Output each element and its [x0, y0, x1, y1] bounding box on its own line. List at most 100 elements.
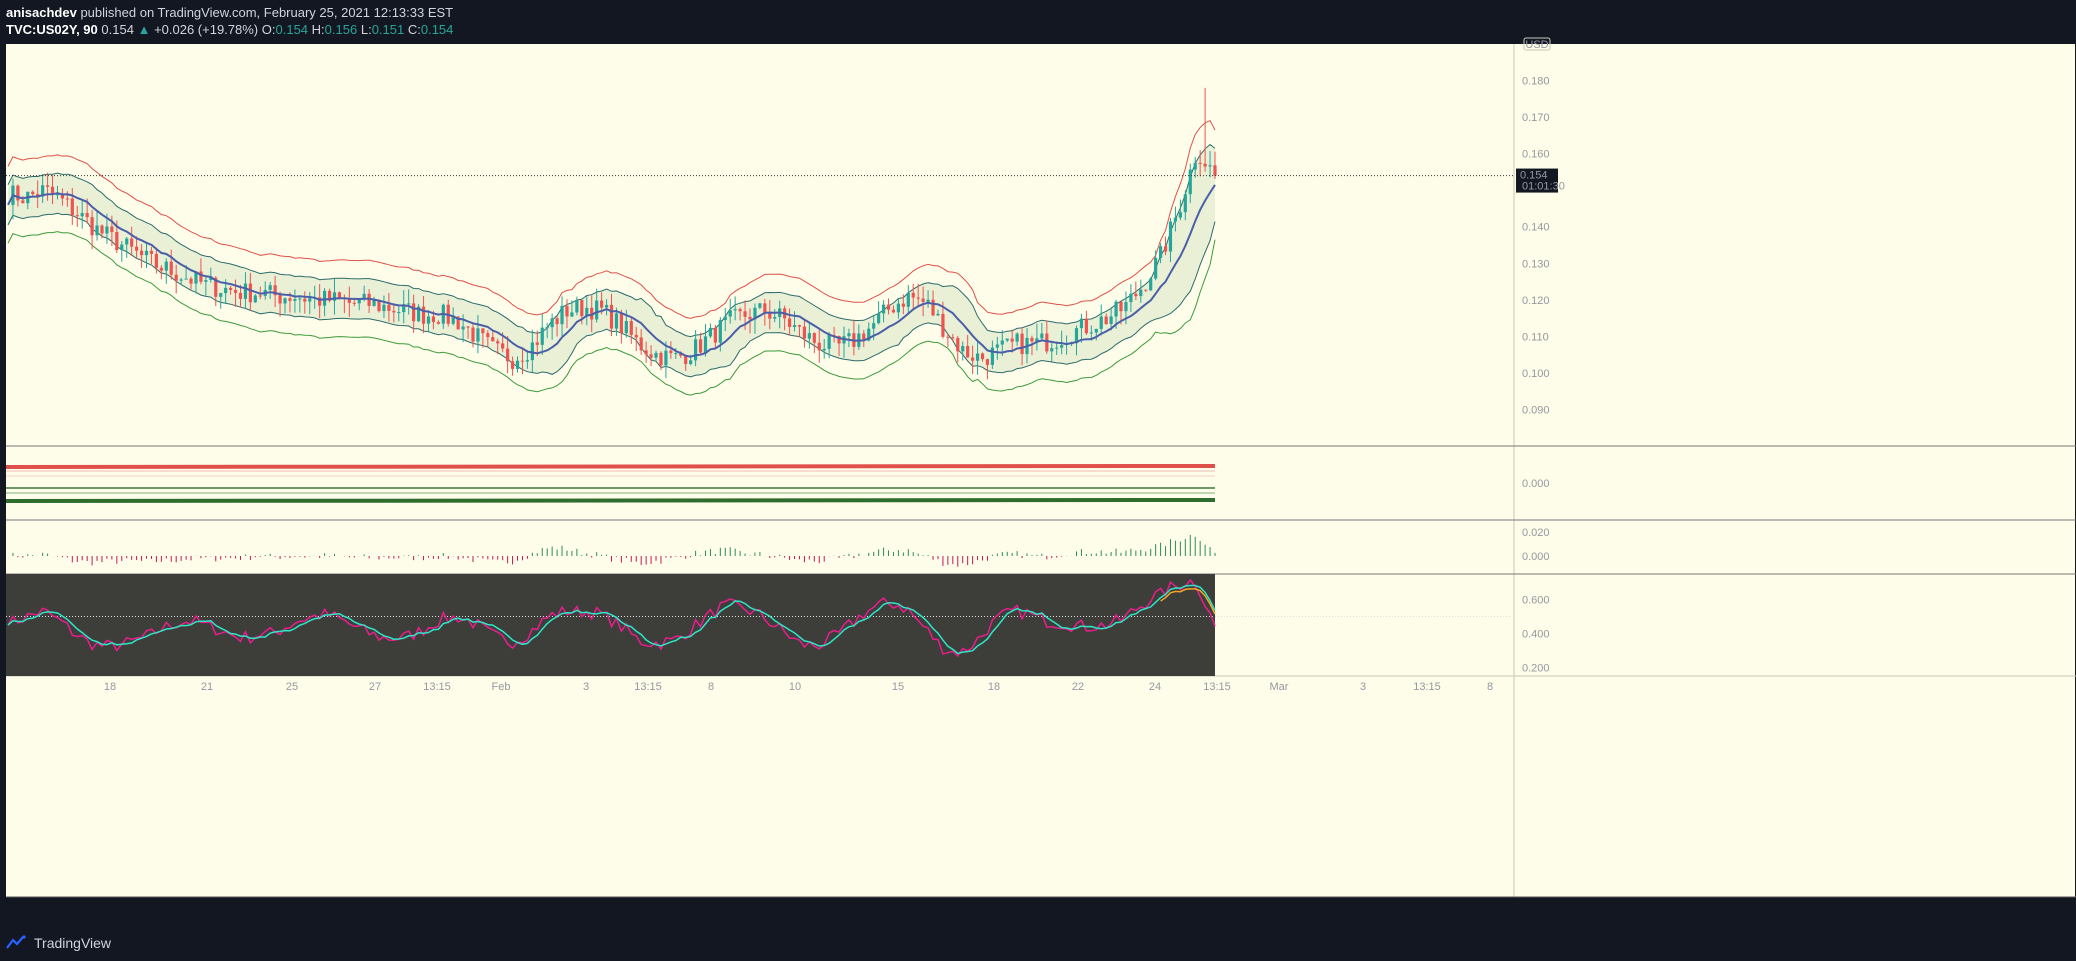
candle-body	[451, 316, 455, 324]
candle-body	[1050, 348, 1054, 352]
candle-body	[995, 344, 999, 348]
candle-body	[837, 335, 841, 344]
candle-body	[946, 336, 950, 338]
candle-body	[624, 321, 628, 334]
candle-body	[95, 225, 99, 236]
candle-body	[387, 304, 391, 311]
candle-body	[877, 313, 881, 324]
symbol-label[interactable]: TVC:US02Y, 90	[6, 22, 98, 37]
oscillator-signal-line	[1160, 588, 1216, 615]
candle-body	[1173, 217, 1178, 222]
candle-body	[520, 360, 525, 362]
candle-body	[248, 283, 252, 303]
candle-body	[753, 307, 757, 320]
candle-body	[896, 303, 901, 313]
candle-body	[382, 304, 386, 312]
basis-line	[7, 184, 1216, 358]
candle-body	[174, 274, 178, 281]
tradingview-logo-icon[interactable]	[6, 935, 28, 951]
candle-body	[357, 299, 361, 304]
candle-body	[115, 232, 119, 251]
candle-body	[619, 313, 623, 334]
candle-body	[50, 186, 55, 195]
candle-body	[827, 335, 831, 349]
candle-body	[135, 246, 139, 251]
candle-body	[238, 292, 243, 299]
candle-body	[862, 333, 866, 341]
candle-body	[535, 342, 539, 345]
candle-body	[199, 271, 203, 282]
price-tick-label: 0.130	[1522, 258, 1550, 270]
candle-body	[911, 292, 915, 298]
candle-body	[184, 278, 188, 280]
price-tick-label: 0.160	[1522, 149, 1550, 161]
candle-body	[980, 353, 985, 360]
band-fill	[8, 144, 1215, 377]
candle-body	[36, 194, 40, 197]
candle-body	[431, 316, 436, 323]
candle-body	[1015, 333, 1019, 342]
pane2-tick-label: 0.000	[1522, 478, 1550, 490]
candle-body	[975, 353, 980, 361]
candle-body	[149, 250, 154, 254]
candle-body	[1089, 332, 1093, 334]
candle-body	[421, 306, 426, 324]
candle-body	[629, 321, 633, 335]
candle-body	[525, 360, 530, 362]
candle-body	[639, 337, 643, 351]
candle-body	[278, 295, 282, 304]
candle-body	[209, 277, 213, 281]
candle-body	[298, 298, 302, 300]
time-tick-label: 18	[988, 681, 1000, 693]
candle-body	[689, 360, 693, 365]
candle-body	[867, 328, 871, 341]
candle-body	[130, 238, 134, 247]
candle-body	[1149, 278, 1153, 291]
time-tick-label: 18	[104, 681, 116, 693]
candle-body	[1154, 257, 1158, 279]
candle-body	[738, 309, 742, 312]
candle-body	[1000, 340, 1004, 345]
candle-body	[1144, 289, 1148, 291]
candle-body	[416, 306, 421, 322]
high-value: 0.156	[324, 22, 358, 37]
time-tick-label: 25	[286, 681, 298, 693]
candle-body	[768, 313, 772, 319]
candle-body	[545, 327, 549, 329]
candle-body	[1005, 338, 1009, 341]
candle-body	[787, 318, 792, 327]
candle-body	[1188, 169, 1192, 195]
candle-body	[575, 300, 579, 313]
time-tick-label: Mar	[1270, 681, 1289, 693]
candle-body	[506, 348, 510, 362]
candle-body	[872, 323, 876, 329]
candle-body	[110, 226, 114, 233]
candle-body	[466, 326, 470, 328]
candle-body	[530, 342, 534, 361]
chart-canvas[interactable]: 0.180 0.170 0.160 0.140 0.130 0.120 0.110 0.100…	[0, 0, 2076, 925]
time-tick-label: Feb	[492, 681, 511, 693]
candle-body	[41, 185, 45, 197]
time-tick-label: 13:15	[423, 681, 451, 693]
candle-body	[693, 339, 698, 361]
time-tick-label: 3	[1360, 681, 1366, 693]
currency-label: USD	[1525, 39, 1548, 51]
pane4-tick-label: 0.200	[1522, 663, 1550, 675]
close-value: 0.154	[420, 22, 454, 37]
candle-body	[372, 300, 376, 306]
candle-body	[585, 307, 589, 317]
low-label: L:	[360, 22, 372, 37]
candle-body	[125, 238, 129, 245]
time-tick-label: 13:15	[1203, 681, 1231, 693]
candle-body	[1198, 162, 1202, 164]
footer-brand[interactable]: TradingView	[34, 935, 112, 951]
candle-body	[1060, 345, 1064, 348]
oscillator-slow-line	[7, 584, 1216, 655]
author-name[interactable]: anisachdev	[6, 5, 77, 20]
candle-body	[634, 334, 638, 338]
candle-body	[990, 347, 994, 365]
candle-body	[362, 293, 366, 300]
candle-body	[1139, 289, 1143, 297]
candle-body	[337, 292, 342, 299]
candle-body	[822, 348, 826, 351]
